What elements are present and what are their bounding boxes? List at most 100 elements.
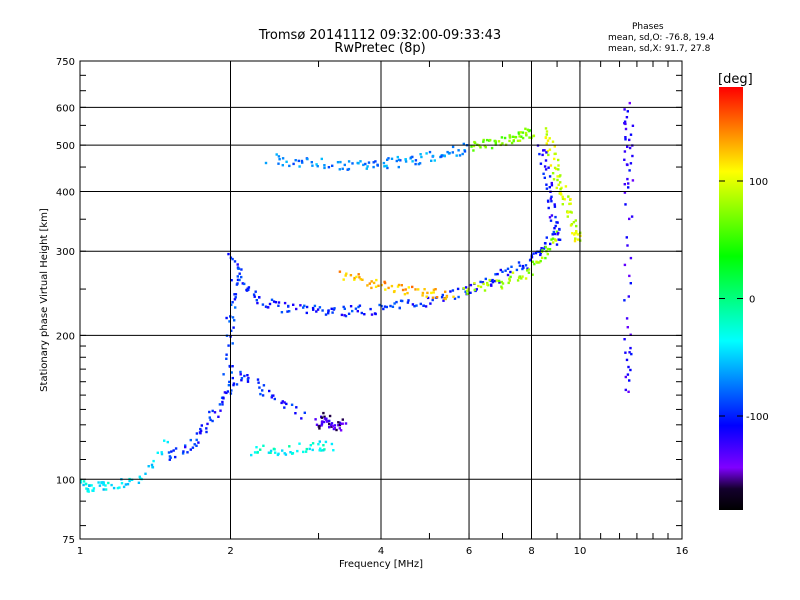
data-point	[458, 154, 462, 157]
data-point	[291, 452, 294, 455]
data-point	[552, 241, 555, 244]
data-point	[303, 304, 306, 307]
data-point	[172, 449, 175, 452]
data-point	[311, 164, 314, 167]
data-point	[300, 159, 304, 163]
data-point	[432, 291, 435, 294]
data-point	[559, 188, 562, 191]
data-point	[208, 410, 211, 414]
chart-title: Tromsø 20141112 09:32:00-09:33:43	[258, 28, 502, 43]
colorbar: 100 0 -100 [deg]	[718, 72, 769, 510]
axis-ticks: 1 2 4 6 8 10 16 75 100 200 300 400 500 600 750	[56, 57, 688, 557]
data-point	[548, 186, 551, 189]
data-point	[528, 136, 531, 139]
data-point	[501, 142, 504, 145]
data-point	[270, 298, 274, 301]
data-point	[325, 420, 329, 423]
data-point	[522, 266, 525, 269]
data-point	[236, 278, 240, 282]
data-point	[397, 165, 400, 169]
data-point	[428, 150, 432, 154]
data-point	[554, 215, 557, 219]
data-point	[545, 130, 549, 133]
data-point	[246, 374, 249, 377]
data-point	[82, 480, 86, 483]
data-point	[406, 301, 410, 304]
data-point	[372, 165, 375, 169]
data-point	[435, 296, 439, 299]
data-point	[541, 256, 544, 259]
data-point	[484, 277, 487, 281]
data-point	[298, 442, 301, 445]
data-point	[338, 421, 342, 424]
chart-subtitle: RwPretec (8p)	[334, 41, 426, 56]
data-point	[151, 466, 155, 469]
data-point	[455, 154, 458, 157]
data-point	[269, 451, 272, 454]
data-point	[511, 135, 515, 138]
data-point	[482, 138, 485, 142]
data-point	[104, 488, 108, 491]
data-point	[315, 423, 319, 426]
data-point	[359, 278, 362, 281]
data-point	[102, 482, 105, 485]
data-point	[546, 252, 549, 256]
data-point	[331, 424, 335, 428]
data-point	[225, 316, 228, 320]
data-point	[466, 292, 469, 295]
data-point	[569, 224, 573, 227]
data-point	[375, 278, 378, 282]
data-point	[494, 139, 497, 143]
data-point	[429, 302, 432, 305]
data-point	[174, 447, 178, 450]
data-point	[283, 301, 287, 305]
data-point	[330, 442, 334, 446]
data-point	[231, 342, 234, 345]
data-point	[296, 449, 299, 453]
data-point	[475, 288, 478, 291]
data-point	[385, 305, 388, 309]
data-point	[488, 278, 491, 282]
data-point	[383, 305, 387, 308]
data-point	[335, 428, 338, 432]
data-point	[259, 448, 262, 451]
data-point	[479, 285, 483, 289]
data-point	[323, 166, 326, 170]
data-point	[241, 282, 244, 285]
data-point	[396, 285, 400, 288]
data-point	[421, 291, 425, 295]
data-point	[256, 301, 259, 305]
data-point	[295, 307, 298, 311]
data-point	[508, 135, 512, 138]
data-point	[320, 157, 323, 161]
data-point	[120, 482, 124, 485]
data-point	[328, 419, 331, 423]
data-point	[546, 247, 549, 251]
data-point	[235, 283, 239, 286]
data-point	[256, 378, 260, 381]
data-point	[358, 304, 362, 307]
data-point	[508, 134, 511, 137]
data-point	[623, 191, 627, 194]
data-point	[557, 168, 560, 171]
data-point	[184, 444, 187, 447]
data-point	[550, 200, 553, 203]
data-point	[440, 296, 444, 299]
data-point	[430, 159, 433, 162]
data-point	[338, 423, 342, 427]
data-point	[374, 285, 378, 288]
data-point	[576, 233, 580, 236]
data-point	[277, 155, 281, 158]
data-point	[555, 243, 559, 246]
data-point	[451, 151, 454, 154]
data-point	[623, 338, 626, 341]
data-point	[527, 268, 531, 271]
data-point	[160, 451, 163, 454]
y-tick-label: 400	[56, 187, 75, 198]
data-point	[443, 154, 446, 158]
data-point	[625, 358, 629, 362]
data-point	[264, 161, 268, 165]
data-point	[209, 418, 212, 422]
data-point	[516, 139, 520, 142]
y-axis-label: Stationary phase Virtual Height [km]	[39, 208, 50, 392]
